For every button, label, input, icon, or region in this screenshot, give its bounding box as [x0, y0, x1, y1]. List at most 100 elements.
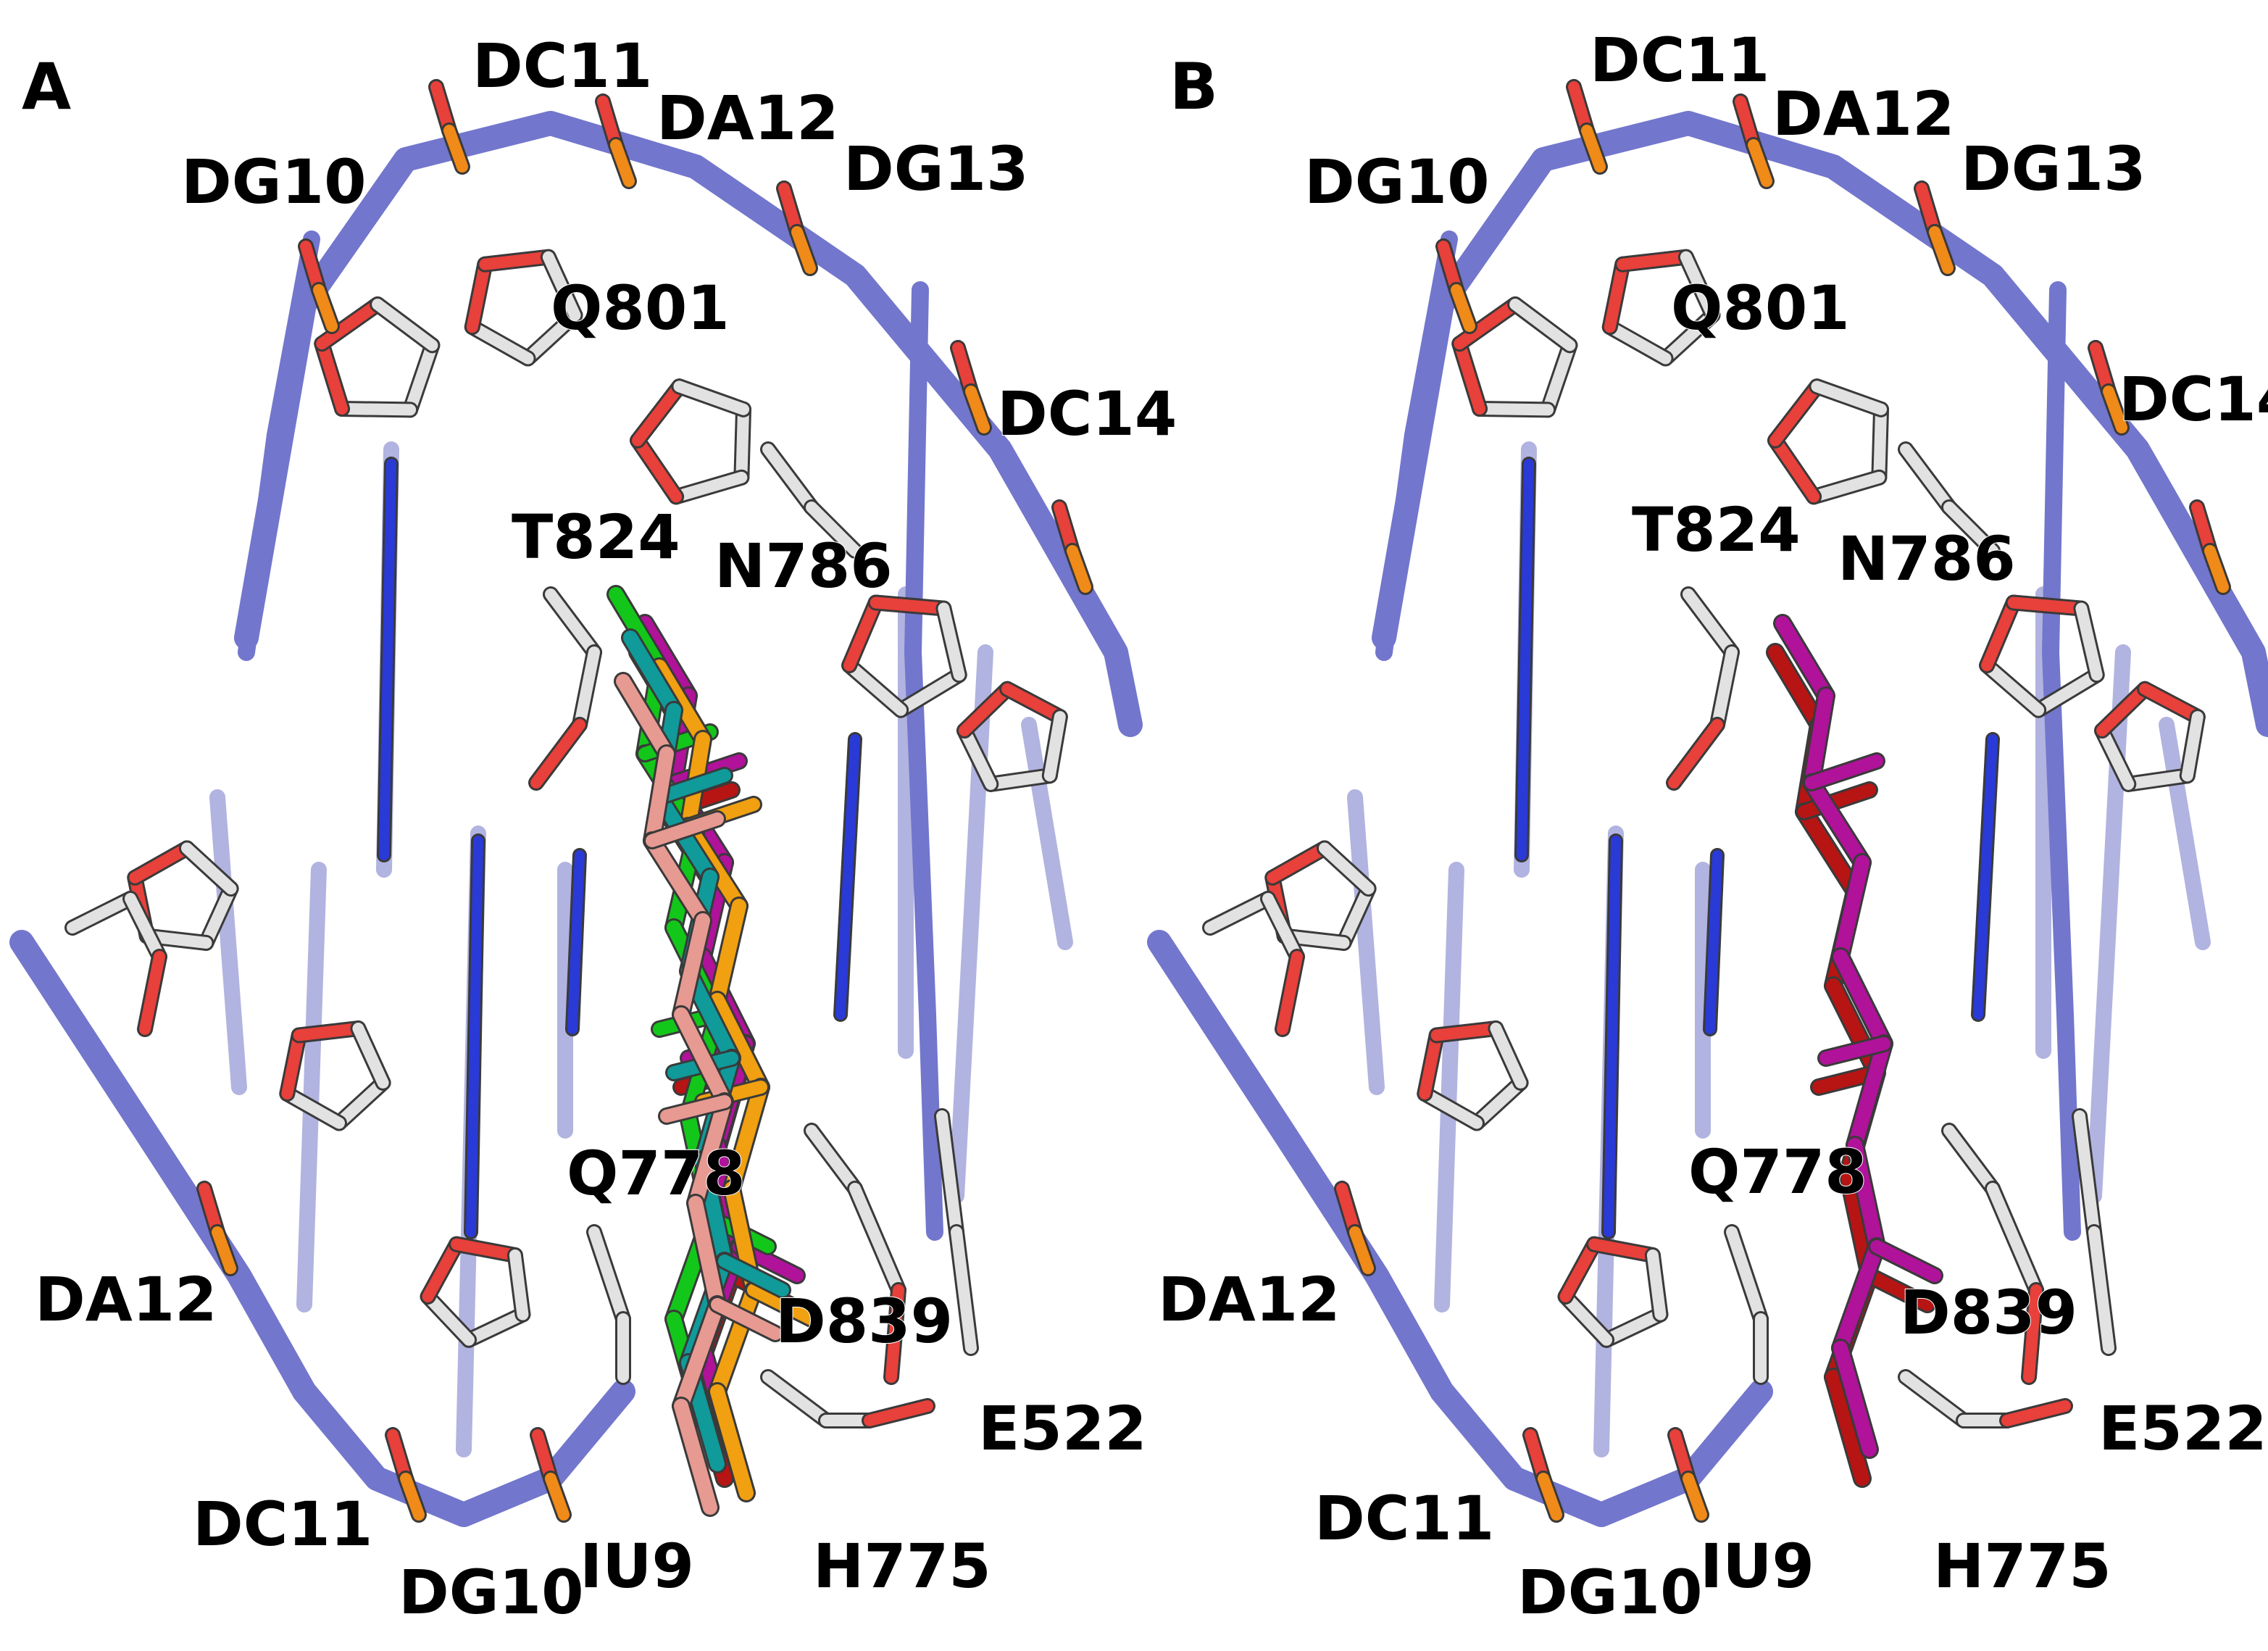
- ligand-magenta: [1833, 949, 1891, 1051]
- ligand-pink: [688, 1094, 732, 1210]
- residue-stick: [1668, 719, 1723, 789]
- base-stick: [1347, 789, 1385, 1095]
- sugar-ring: [466, 258, 491, 333]
- label-dg10-top: DG10: [1304, 146, 1490, 217]
- sugar-ring: [1419, 1088, 1483, 1129]
- residue-stick: [139, 951, 165, 1035]
- sugar-ring: [1769, 380, 1823, 446]
- sugar-ring: [129, 842, 193, 883]
- sugar-ring: [1680, 251, 1719, 321]
- ligand-orange: [710, 899, 746, 1007]
- sugar-ring: [870, 596, 950, 615]
- sugar-ring: [1419, 1029, 1443, 1100]
- sugar-ring: [1981, 596, 2019, 672]
- ligand-magenta: [1848, 1036, 1891, 1152]
- label-dc11-bottom: DC11: [193, 1489, 372, 1560]
- sugar-ring: [959, 725, 997, 790]
- residue-stick: [762, 444, 817, 513]
- phosphate: [1748, 139, 1772, 187]
- phosphate: [212, 1226, 236, 1274]
- label-dc11-top: DC11: [1590, 25, 1769, 96]
- sugar-ring: [316, 338, 349, 415]
- ligand-pink-branch: [646, 812, 724, 847]
- sugar-ring: [1559, 1290, 1613, 1346]
- sugar-ring: [281, 1029, 305, 1100]
- sugar-ring: [1318, 842, 1375, 895]
- ligand-magenta-branch: [1870, 1240, 1941, 1282]
- label-da12-left: DA12: [1158, 1264, 1341, 1335]
- sugar-ring: [372, 299, 438, 352]
- residue-stick: [588, 1226, 629, 1325]
- residue-stick: [2088, 1226, 2114, 1354]
- sugar-ring: [352, 1023, 389, 1089]
- sugar-ring: [1509, 299, 1576, 352]
- sugar-ring: [1659, 309, 1719, 365]
- residue-stick: [2001, 1400, 2071, 1426]
- base-stick: [296, 862, 327, 1313]
- label-h775: H775: [813, 1531, 991, 1602]
- ligand-orange: [710, 993, 768, 1094]
- phosphate: [400, 1473, 425, 1521]
- phosphate: [1581, 125, 1606, 172]
- ligand-teal-branch: [718, 1255, 789, 1297]
- sugar-ring: [1454, 299, 1522, 350]
- phosphate: [1929, 226, 1954, 274]
- ligand-pink-branch: [711, 1298, 782, 1340]
- sugar-ring: [333, 1076, 389, 1129]
- sugar-ring: [522, 309, 581, 365]
- label-dg10-top: DG10: [181, 146, 367, 217]
- label-q801: Q801: [551, 273, 730, 344]
- sugar-ring: [985, 770, 1056, 790]
- label-n786: N786: [1838, 523, 2016, 594]
- ligand-red-branch: [1863, 1269, 1934, 1311]
- ligand-red: [1826, 978, 1884, 1080]
- sugar-ring: [1490, 1023, 1527, 1089]
- residue-stick: [1277, 951, 1303, 1035]
- residue-stick: [1262, 893, 1303, 962]
- ligand-red-branch: [1798, 783, 1876, 818]
- sugar-ring: [2096, 725, 2135, 790]
- residue-stick: [885, 1284, 904, 1383]
- sugar-ring: [200, 883, 237, 949]
- sugar-ring: [2139, 683, 2204, 723]
- residue-stick: [125, 893, 165, 962]
- sugar-ring: [509, 1249, 529, 1321]
- phosphate: [1349, 1226, 1374, 1274]
- sugar-ring: [1617, 251, 1692, 270]
- base-rung: [567, 850, 585, 1034]
- sugar-ring: [1043, 711, 1066, 782]
- residue-stick: [1900, 1371, 1969, 1426]
- sugar-ring: [542, 251, 581, 321]
- sugar-ring: [670, 471, 748, 503]
- residue-stick: [864, 1400, 933, 1426]
- ligand-pink: [616, 674, 674, 761]
- base-rung: [1705, 850, 1722, 1034]
- sugar-ring: [479, 251, 554, 270]
- sugar-ring: [1267, 842, 1330, 883]
- base-stick: [949, 644, 993, 1204]
- backbone-strand: [238, 230, 320, 661]
- sugar-ring: [632, 434, 683, 503]
- residue-stick: [951, 1226, 977, 1354]
- residue-stick: [1204, 893, 1274, 933]
- residue-stick: [67, 893, 136, 933]
- sugar-ring: [180, 842, 237, 895]
- sugar-ring: [463, 1308, 529, 1346]
- sugar-ring: [2122, 770, 2193, 790]
- ligand-magenta-branch: [1805, 754, 1883, 789]
- sugar-ring: [1454, 338, 1486, 415]
- residue-stick: [762, 1371, 832, 1426]
- sugar-ring: [1769, 434, 1820, 503]
- sugar-ring: [2181, 711, 2204, 782]
- sugar-ring: [2075, 602, 2103, 681]
- residue-stick: [2074, 1110, 2100, 1238]
- residue-stick: [806, 1125, 861, 1194]
- label-t824: T824: [1632, 494, 1801, 565]
- phosphate: [1067, 545, 1091, 593]
- sugar-ring: [673, 380, 750, 415]
- label-dc14: DC14: [997, 378, 1177, 449]
- sugar-ring: [1873, 403, 1888, 483]
- backbone-lower: [1147, 930, 1773, 1527]
- ligand-magenta: [1848, 1138, 1884, 1254]
- sugar-ring: [1338, 883, 1375, 949]
